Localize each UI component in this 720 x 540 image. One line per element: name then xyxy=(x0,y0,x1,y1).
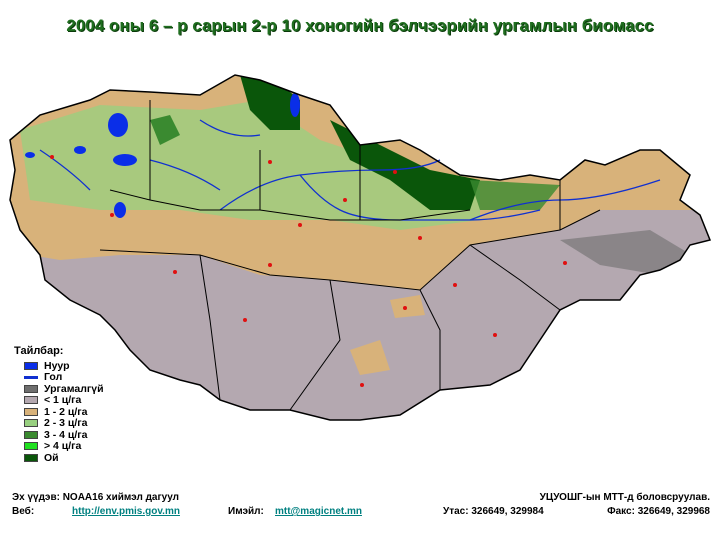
legend-item-forest: Ой xyxy=(24,452,104,464)
legend-label: Гол xyxy=(44,371,63,384)
legend-label: Нуур xyxy=(44,359,70,372)
legend-item-barren: Ургамалгүй xyxy=(24,383,104,395)
land-cover xyxy=(10,75,710,420)
lt1-swatch xyxy=(24,396,38,405)
legend-item-2-3: 2 - 3 ц/га xyxy=(24,417,104,430)
phone: Утас: 326649, 329984 xyxy=(443,506,544,517)
legend-item-lake: Нуур xyxy=(24,360,104,372)
legend-label: 3 - 4 ц/га xyxy=(44,428,88,441)
legend-label: > 4 ц/га xyxy=(44,440,82,453)
3-4-swatch xyxy=(24,430,38,439)
aimag-borders xyxy=(99,100,601,411)
legend-label: < 1 ц/га xyxy=(44,394,82,407)
legend-item-gt4: > 4 ц/га xyxy=(24,440,104,453)
email-link[interactable]: mtt@magicnet.mn xyxy=(275,506,362,517)
biomass-map xyxy=(9,74,711,421)
1-2-swatch xyxy=(24,407,38,416)
city-markers xyxy=(50,155,567,387)
lake-swatch xyxy=(24,361,38,370)
legend-label: Ургамалгүй xyxy=(44,382,104,395)
legend-label: 2 - 3 ц/га xyxy=(44,417,88,430)
web-link[interactable]: http://env.pmis.gov.mn xyxy=(72,506,180,517)
river-swatch xyxy=(24,375,38,379)
gt4-swatch xyxy=(24,442,38,451)
email-label: Имэйл: xyxy=(228,506,264,517)
legend-title: Тайлбар: xyxy=(14,345,64,357)
web-label: Веб: xyxy=(12,506,35,517)
legend: Тайлбар: Нуур Гол Ургамалгүй < 1 ц/га 1 … xyxy=(14,345,104,464)
forest-swatch xyxy=(24,453,38,462)
legend-item-lt1: < 1 ц/га xyxy=(24,394,104,407)
2-3-swatch xyxy=(24,419,38,428)
prepared-by: УЦУОШГ-ын МТТ-д боловсруулав. xyxy=(539,492,710,503)
data-source: Эх үүдэв: NOAA16 хиймэл дагуул xyxy=(12,492,179,503)
barren-swatch xyxy=(24,384,38,393)
map-title: 2004 оны 6 – р сарын 2-р 10 хоногийн бэл… xyxy=(66,16,654,35)
fax: Факс: 326649, 329968 xyxy=(607,506,710,517)
legend-label: 1 - 2 ц/га xyxy=(44,405,88,418)
legend-item-3-4: 3 - 4 ц/га xyxy=(24,429,104,441)
legend-item-1-2: 1 - 2 ц/га xyxy=(24,406,104,418)
legend-item-river: Гол xyxy=(24,371,104,384)
legend-label: Ой xyxy=(44,451,59,464)
